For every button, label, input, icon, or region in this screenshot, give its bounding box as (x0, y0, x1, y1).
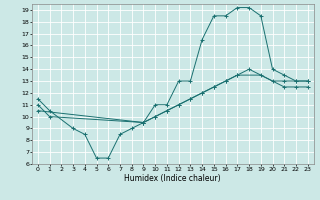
X-axis label: Humidex (Indice chaleur): Humidex (Indice chaleur) (124, 174, 221, 183)
